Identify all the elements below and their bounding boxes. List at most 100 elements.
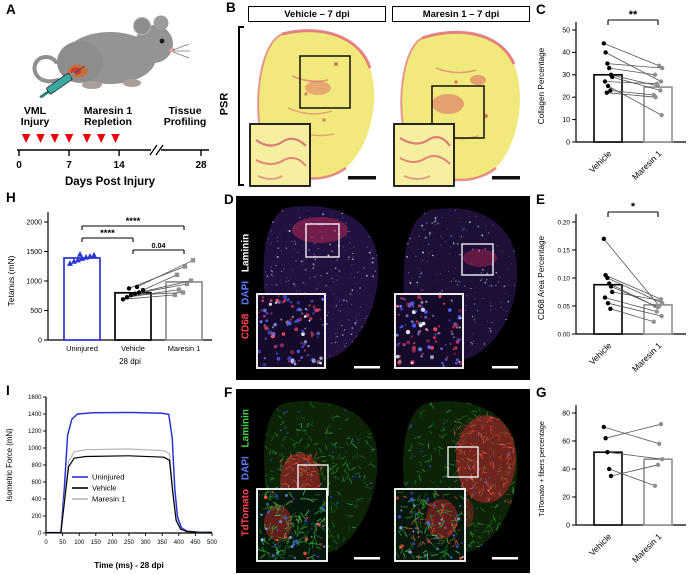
svg-text:Uninjured: Uninjured — [92, 473, 125, 482]
svg-text:Injury: Injury — [21, 116, 50, 128]
legend-laminin: Laminin — [240, 233, 252, 273]
panel-d-stain-legend: CD68 DAPI Laminin — [241, 227, 252, 347]
svg-text:1200: 1200 — [28, 429, 42, 435]
tdtomato-fibers-chart: 0 20 40 60 80 TdTomato + fibers percentage Veh… — [537, 405, 686, 565]
svg-text:200: 200 — [31, 514, 42, 520]
svg-text:0.10: 0.10 — [558, 275, 571, 282]
svg-text:450: 450 — [190, 540, 201, 546]
svg-text:800: 800 — [31, 463, 42, 469]
scale-bar — [492, 176, 520, 180]
svg-text:2000: 2000 — [26, 219, 42, 226]
image-header-vehicle-7dpi-text: Vehicle – 7 dpi — [284, 8, 350, 20]
image-header-maresin-7dpi-text: Maresin 1 – 7 dpi — [422, 8, 500, 20]
svg-text:Vehicle: Vehicle — [92, 484, 117, 493]
legend-laminin: Laminin — [240, 409, 252, 448]
tetanus-force-chart: 0 500 1000 1500 2000 Tetanus (mN) **** **** 0.04… — [6, 212, 212, 366]
svg-text:Vehicle: Vehicle — [587, 148, 614, 175]
svg-text:1000: 1000 — [28, 446, 42, 452]
cd68-micrograph-maresin — [394, 208, 518, 369]
svg-text:30: 30 — [562, 72, 570, 79]
svg-text:300: 300 — [141, 540, 152, 546]
panel-g: G 0 20 40 60 80 TdTomato + fibers percentage V… — [532, 385, 697, 575]
panel-h: H 0 500 1000 1500 2000 Tetanus (mN) **** **** 0.… — [0, 190, 222, 385]
mouse-illustration — [32, 15, 190, 98]
roi-box — [305, 223, 340, 258]
legend-tdtomato: TdTomato — [240, 488, 252, 537]
image-header-maresin-7dpi: Maresin 1 – 7 dpi — [392, 6, 530, 22]
panel-d-image-area: CD68 DAPI Laminin — [236, 196, 530, 380]
svg-text:Tetanus (mN): Tetanus (mN) — [6, 255, 16, 306]
svg-text:0: 0 — [566, 522, 570, 529]
svg-text:1500: 1500 — [26, 249, 42, 256]
svg-text:0.04: 0.04 — [152, 241, 166, 250]
svg-text:500: 500 — [30, 308, 42, 315]
svg-text:Maresin 1: Maresin 1 — [630, 531, 664, 565]
zoom-inset — [249, 123, 311, 187]
panel-g-label: G — [536, 385, 547, 400]
svg-text:10: 10 — [562, 117, 570, 124]
svg-text:Time (ms) - 28 dpi: Time (ms) - 28 dpi — [94, 561, 163, 570]
svg-text:Repletion: Repletion — [84, 116, 132, 128]
svg-text:Maresin 1: Maresin 1 — [84, 105, 133, 117]
svg-text:14: 14 — [114, 160, 126, 171]
svg-text:0: 0 — [38, 337, 42, 344]
roi-box — [447, 446, 479, 478]
isometric-force-chart: 0 50 100 150 200 250 300 350 400 450 500 0 200 400 600… — [5, 395, 218, 570]
panel-f-label: F — [224, 385, 233, 400]
roi-box — [299, 55, 351, 109]
svg-text:0.15: 0.15 — [558, 247, 571, 254]
svg-text:Maresin 1: Maresin 1 — [630, 340, 664, 374]
panel-i-label: I — [6, 383, 10, 398]
tdtomato-micrograph-maresin — [394, 401, 518, 562]
svg-text:****: **** — [126, 216, 141, 227]
svg-text:200: 200 — [107, 540, 118, 546]
psr-micrograph-maresin — [393, 30, 520, 187]
svg-text:600: 600 — [31, 480, 42, 486]
psr-micrograph-vehicle — [249, 29, 376, 187]
panel-b: B PSR Vehicle – 7 dpi Maresin 1 – — [218, 0, 532, 192]
scale-bar — [492, 557, 518, 560]
panel-c: C 0 10 20 30 40 50 Collagen Percentage ** Vehicl… — [532, 2, 697, 192]
legend-cd68: CD68 — [240, 313, 252, 340]
panel-f: F TdTomato DAPI Laminin — [222, 385, 532, 575]
scale-bar — [354, 557, 380, 560]
svg-text:0.05: 0.05 — [558, 303, 571, 310]
cd68-area-chart: 0.00 0.05 0.10 0.15 0.20 CD68 Area Percentage… — [537, 201, 686, 374]
svg-text:**: ** — [629, 9, 638, 21]
roi-box — [461, 243, 494, 276]
svg-text:Profiling: Profiling — [164, 116, 207, 128]
panel-a: A VML Injury Maresin 1 Repletion Ti — [0, 2, 222, 192]
panel-b-label: B — [226, 0, 236, 15]
svg-text:50: 50 — [562, 27, 570, 34]
svg-text:150: 150 — [91, 540, 102, 546]
svg-text:350: 350 — [157, 540, 168, 546]
legend-dapi: DAPI — [240, 456, 252, 481]
svg-text:28 dpi: 28 dpi — [119, 357, 141, 366]
svg-text:0: 0 — [16, 160, 22, 171]
svg-text:*: * — [631, 201, 636, 213]
image-header-vehicle-7dpi: Vehicle – 7 dpi — [248, 6, 386, 22]
svg-text:28: 28 — [195, 160, 207, 171]
panel-h-label: H — [6, 190, 16, 205]
svg-text:1600: 1600 — [28, 395, 42, 401]
svg-text:Uninjured: Uninjured — [66, 344, 98, 353]
svg-text:Maresin 1: Maresin 1 — [92, 495, 125, 504]
svg-text:20: 20 — [562, 95, 570, 102]
zoom-inset — [256, 293, 326, 369]
syringe-icon — [39, 65, 85, 98]
svg-text:0.00: 0.00 — [558, 331, 571, 338]
scale-bar — [354, 366, 380, 369]
zoom-inset — [394, 293, 464, 369]
svg-text:Isometric Force (mN): Isometric Force (mN) — [5, 428, 14, 502]
panel-e-label: E — [536, 192, 546, 207]
svg-text:Vehicle: Vehicle — [121, 344, 145, 353]
panel-e: E 0.00 0.05 0.10 0.15 0.20 CD68 Area Percenta… — [532, 192, 697, 385]
zoom-inset — [393, 123, 455, 187]
scale-bar — [492, 366, 518, 369]
legend-dapi: DAPI — [240, 280, 252, 305]
svg-text:500: 500 — [207, 540, 218, 546]
svg-text:VML: VML — [24, 105, 47, 117]
svg-text:Maresin 1: Maresin 1 — [168, 344, 200, 353]
